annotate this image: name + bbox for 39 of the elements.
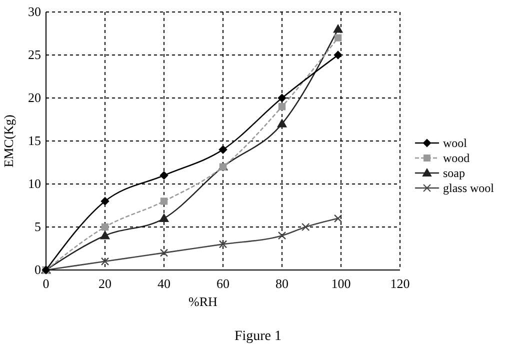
- point: [334, 50, 342, 60]
- legend-label: wool: [443, 136, 468, 150]
- point: [334, 214, 342, 222]
- point: [333, 24, 343, 33]
- point: [160, 198, 168, 205]
- x-tick-label: 40: [158, 276, 170, 291]
- y-tick-label: 25: [28, 47, 41, 62]
- point: [334, 34, 342, 42]
- legend-label: glass wool: [443, 181, 495, 195]
- y-tick-label: 15: [28, 133, 41, 148]
- point: [100, 257, 110, 266]
- legend-label: soap: [443, 166, 465, 180]
- point: [218, 240, 228, 248]
- point: [302, 222, 310, 232]
- point: [100, 231, 110, 240]
- y-tick-label: 5: [34, 219, 41, 234]
- point: [278, 232, 286, 240]
- x-tick-label: 80: [276, 276, 288, 291]
- x-tick-label: 20: [98, 276, 112, 291]
- y-tick-label: 0: [34, 262, 41, 277]
- y-tick-label: 20: [28, 90, 41, 105]
- point: [100, 197, 110, 206]
- x-tick-label: 120: [390, 276, 410, 291]
- point: [278, 94, 286, 102]
- point: [160, 248, 168, 257]
- point: [101, 223, 109, 231]
- point: [218, 146, 228, 154]
- x-tick-label: 100: [331, 276, 351, 291]
- x-tick-label: 60: [216, 276, 230, 291]
- y-tick-label: 10: [28, 176, 41, 191]
- point: [160, 171, 168, 180]
- point: [278, 103, 286, 110]
- legend-label: wood: [443, 151, 470, 165]
- x-axis-title: %RH: [188, 294, 218, 309]
- y-axis-title: EMC(Kg): [1, 114, 16, 168]
- point: [159, 214, 169, 222]
- point: [277, 119, 287, 128]
- y-tick-label: 30: [28, 4, 41, 19]
- text: Figure 1: [234, 329, 282, 344]
